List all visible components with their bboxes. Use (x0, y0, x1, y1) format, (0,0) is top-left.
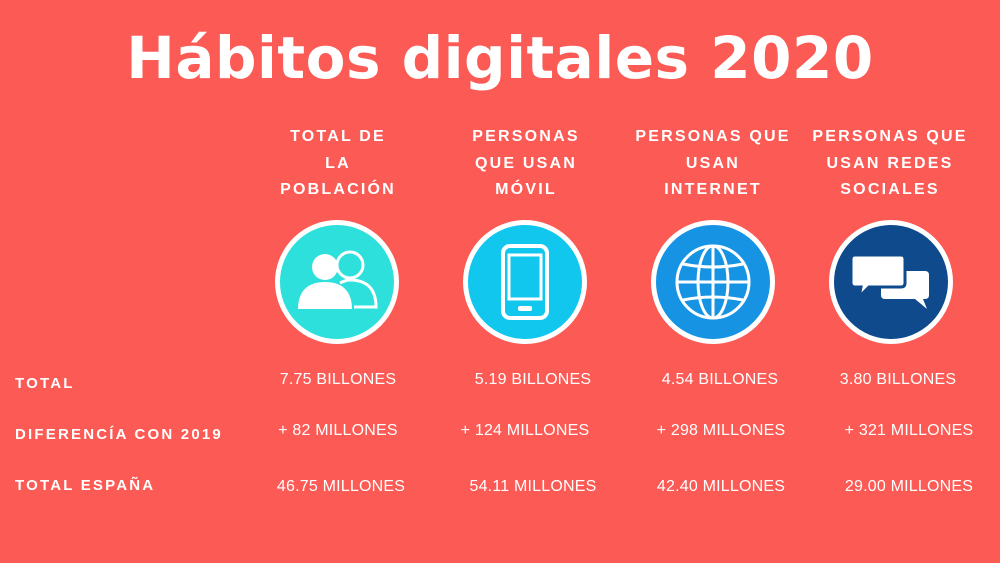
row-label-total: TOTAL (15, 375, 75, 392)
difference-internet-value: + 298 MILLONES (656, 422, 786, 439)
population-circle (275, 220, 399, 344)
chat-bubbles-icon (851, 253, 929, 309)
page-title: Hábitos digitales 2020 (126, 24, 874, 92)
total-mobile-value: 5.19 BILLONES (474, 371, 592, 388)
column-header-mobile: PERSONAS QUE USAN MÓVIL (472, 128, 580, 198)
social-circle (829, 220, 953, 344)
difference-social-value: + 321 MILLONES (844, 422, 974, 439)
smartphone-icon (501, 244, 549, 320)
column-header-population: TOTAL DE LA POBLACIÓN (280, 128, 396, 198)
spain-population-value: 46.75 MILLONES (276, 478, 406, 495)
total-population-value: 7.75 BILLONES (279, 371, 397, 388)
total-internet-value: 4.54 BILLONES (661, 371, 779, 388)
mobile-circle (463, 220, 587, 344)
difference-mobile-value: + 124 MILLONES (460, 422, 590, 439)
globe-icon (675, 244, 751, 320)
spain-internet-value: 42.40 MILLONES (656, 478, 786, 495)
internet-circle (651, 220, 775, 344)
column-header-internet: PERSONAS QUE USAN INTERNET (635, 128, 791, 198)
row-label-spain: TOTAL ESPAÑA (15, 477, 156, 494)
column-header-social: PERSONAS QUE USAN REDES SOCIALES (812, 128, 968, 198)
spain-social-value: 29.00 MILLONES (844, 478, 974, 495)
row-label-difference: DIFERENCÍA CON 2019 (15, 426, 223, 443)
spain-mobile-value: 54.11 MILLONES (469, 478, 597, 495)
people-icon (298, 250, 378, 309)
total-social-value: 3.80 BILLONES (839, 371, 957, 388)
difference-population-value: + 82 MILLONES (278, 422, 398, 439)
